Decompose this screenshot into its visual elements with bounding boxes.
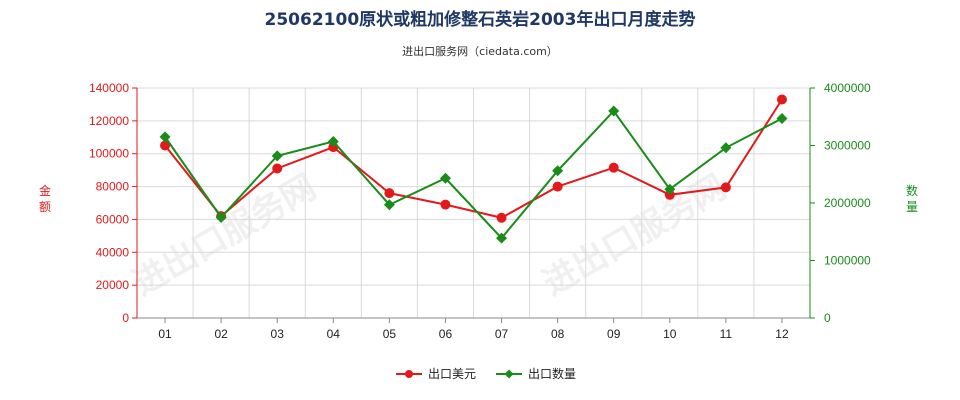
x-tick-label: 01 bbox=[158, 327, 172, 341]
data-point-quantity bbox=[271, 150, 283, 162]
data-point-quantity bbox=[159, 131, 171, 143]
data-point-value bbox=[272, 163, 283, 174]
right-axis-title: 数量 bbox=[906, 183, 918, 214]
data-point-value bbox=[160, 140, 171, 151]
x-tick-label: 05 bbox=[383, 327, 397, 341]
series-line-right bbox=[164, 109, 783, 240]
left-tick-label: 0 bbox=[122, 311, 129, 325]
right-tick-label: 0 bbox=[824, 311, 831, 325]
left-tick-label: 40000 bbox=[96, 245, 130, 259]
chart-subtitle: 进出口服务网（ciedata.com） bbox=[402, 44, 558, 58]
data-point-value bbox=[440, 199, 451, 210]
x-tick-label: 02 bbox=[214, 327, 228, 341]
data-point-value bbox=[720, 182, 731, 193]
data-point-value bbox=[552, 181, 563, 192]
x-tick-label: 11 bbox=[720, 327, 733, 341]
legend-label: 出口美元 bbox=[428, 367, 476, 381]
series-layer bbox=[159, 94, 788, 244]
data-point-quantity bbox=[439, 172, 451, 184]
data-point-quantity bbox=[664, 183, 676, 195]
data-point-value bbox=[384, 188, 395, 199]
data-point-quantity bbox=[327, 135, 339, 147]
right-tick-label: 4000000 bbox=[824, 81, 871, 95]
legend-label: 出口数量 bbox=[528, 366, 576, 381]
data-point-quantity bbox=[496, 232, 508, 244]
right-tick-label: 3000000 bbox=[824, 139, 871, 153]
data-point-quantity bbox=[215, 211, 227, 223]
right-tick-label: 1000000 bbox=[824, 254, 871, 268]
x-tick-label: 04 bbox=[327, 327, 341, 341]
x-tick-label: 08 bbox=[551, 327, 565, 341]
x-tick-label: 09 bbox=[607, 327, 621, 341]
data-point-value bbox=[608, 162, 619, 173]
data-point-quantity bbox=[720, 142, 732, 154]
data-point-quantity bbox=[383, 199, 395, 211]
data-point-value bbox=[496, 212, 507, 223]
data-point-quantity bbox=[776, 112, 788, 124]
series-line-left bbox=[164, 98, 783, 219]
left-tick-label: 60000 bbox=[96, 212, 130, 226]
left-tick-label: 20000 bbox=[96, 278, 130, 292]
axes: 0 20000 40000 60000 80000 100000 120000 140000 0… bbox=[39, 81, 918, 341]
left-tick-label: 140000 bbox=[89, 81, 129, 95]
x-tick-label: 12 bbox=[775, 327, 789, 341]
left-tick-label: 120000 bbox=[89, 114, 129, 128]
data-point-quantity bbox=[552, 165, 564, 177]
x-tick-label: 03 bbox=[271, 327, 285, 341]
legend-marker bbox=[504, 369, 514, 379]
watermark-text: 进出口服务网 bbox=[126, 167, 323, 304]
data-point-quantity bbox=[608, 105, 620, 117]
data-point-value bbox=[776, 94, 787, 105]
legend-marker bbox=[405, 370, 413, 378]
left-axis-title: 金额 bbox=[39, 183, 51, 214]
watermark-text: 进出口服务网 bbox=[536, 167, 733, 304]
x-tick-label: 07 bbox=[495, 327, 509, 341]
legend: 出口美元 出口数量 bbox=[396, 366, 576, 381]
left-tick-label: 80000 bbox=[96, 180, 130, 194]
right-tick-label: 2000000 bbox=[824, 196, 871, 210]
x-tick-label: 06 bbox=[439, 327, 453, 341]
data-point-value bbox=[664, 189, 675, 200]
x-tick-label: 10 bbox=[663, 327, 677, 341]
chart-title: 25062100原状或粗加修整石英岩2003年出口月度走势 bbox=[265, 9, 696, 30]
left-tick-label: 100000 bbox=[89, 147, 129, 161]
